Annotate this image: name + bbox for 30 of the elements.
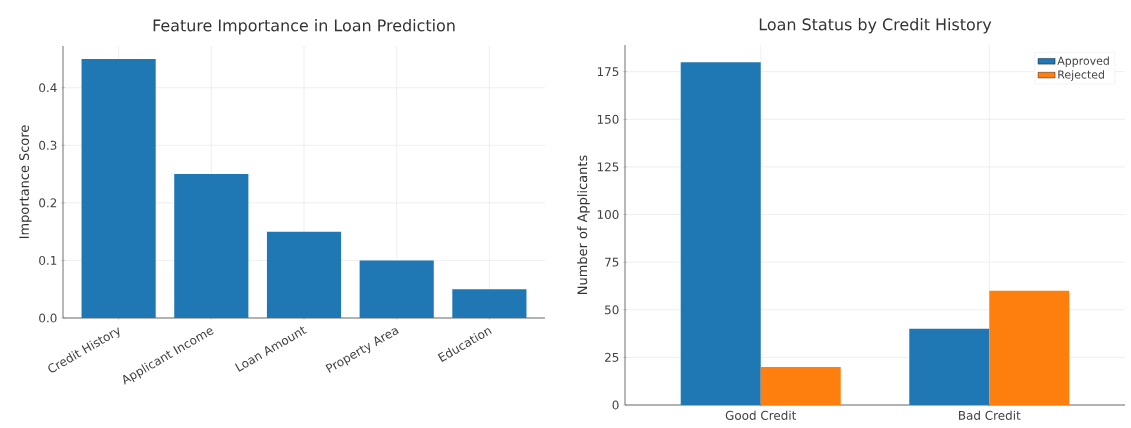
bar <box>909 328 990 405</box>
y-tick-label: 175 <box>597 67 619 77</box>
y-axis-title: Number of Applicants <box>577 155 590 294</box>
y-tick-label: 25 <box>605 352 619 362</box>
y-tick-label: 0.2 <box>39 198 57 208</box>
bar <box>81 58 156 318</box>
bar <box>174 174 249 318</box>
legend-label: Approved <box>1057 56 1109 67</box>
bar <box>989 290 1070 405</box>
bar <box>359 260 434 318</box>
x-tick-label: Good Credit <box>725 410 797 420</box>
y-tick-label: 0 <box>612 400 619 410</box>
y-tick-label: 0.0 <box>39 313 57 323</box>
y-tick-label: 125 <box>597 162 619 172</box>
x-tick-label: Bad Credit <box>959 410 1021 420</box>
y-tick-label: 100 <box>597 210 619 220</box>
bar <box>266 231 342 318</box>
y-tick-label: 75 <box>605 257 619 267</box>
chart-title: Loan Status by Credit History <box>759 18 992 34</box>
chart-title: Feature Importance in Loan Prediction <box>153 19 455 35</box>
y-tick-label: 0.1 <box>39 255 57 265</box>
y-tick-label: 0.4 <box>39 83 57 93</box>
legend-label: Rejected <box>1058 70 1104 81</box>
bar <box>760 366 841 405</box>
y-tick-label: 150 <box>597 114 619 124</box>
y-axis-title: Importance Score <box>19 125 32 239</box>
bar <box>680 62 761 405</box>
bar <box>452 289 527 318</box>
y-tick-label: 0.3 <box>39 140 57 150</box>
y-tick-label: 50 <box>605 305 619 315</box>
